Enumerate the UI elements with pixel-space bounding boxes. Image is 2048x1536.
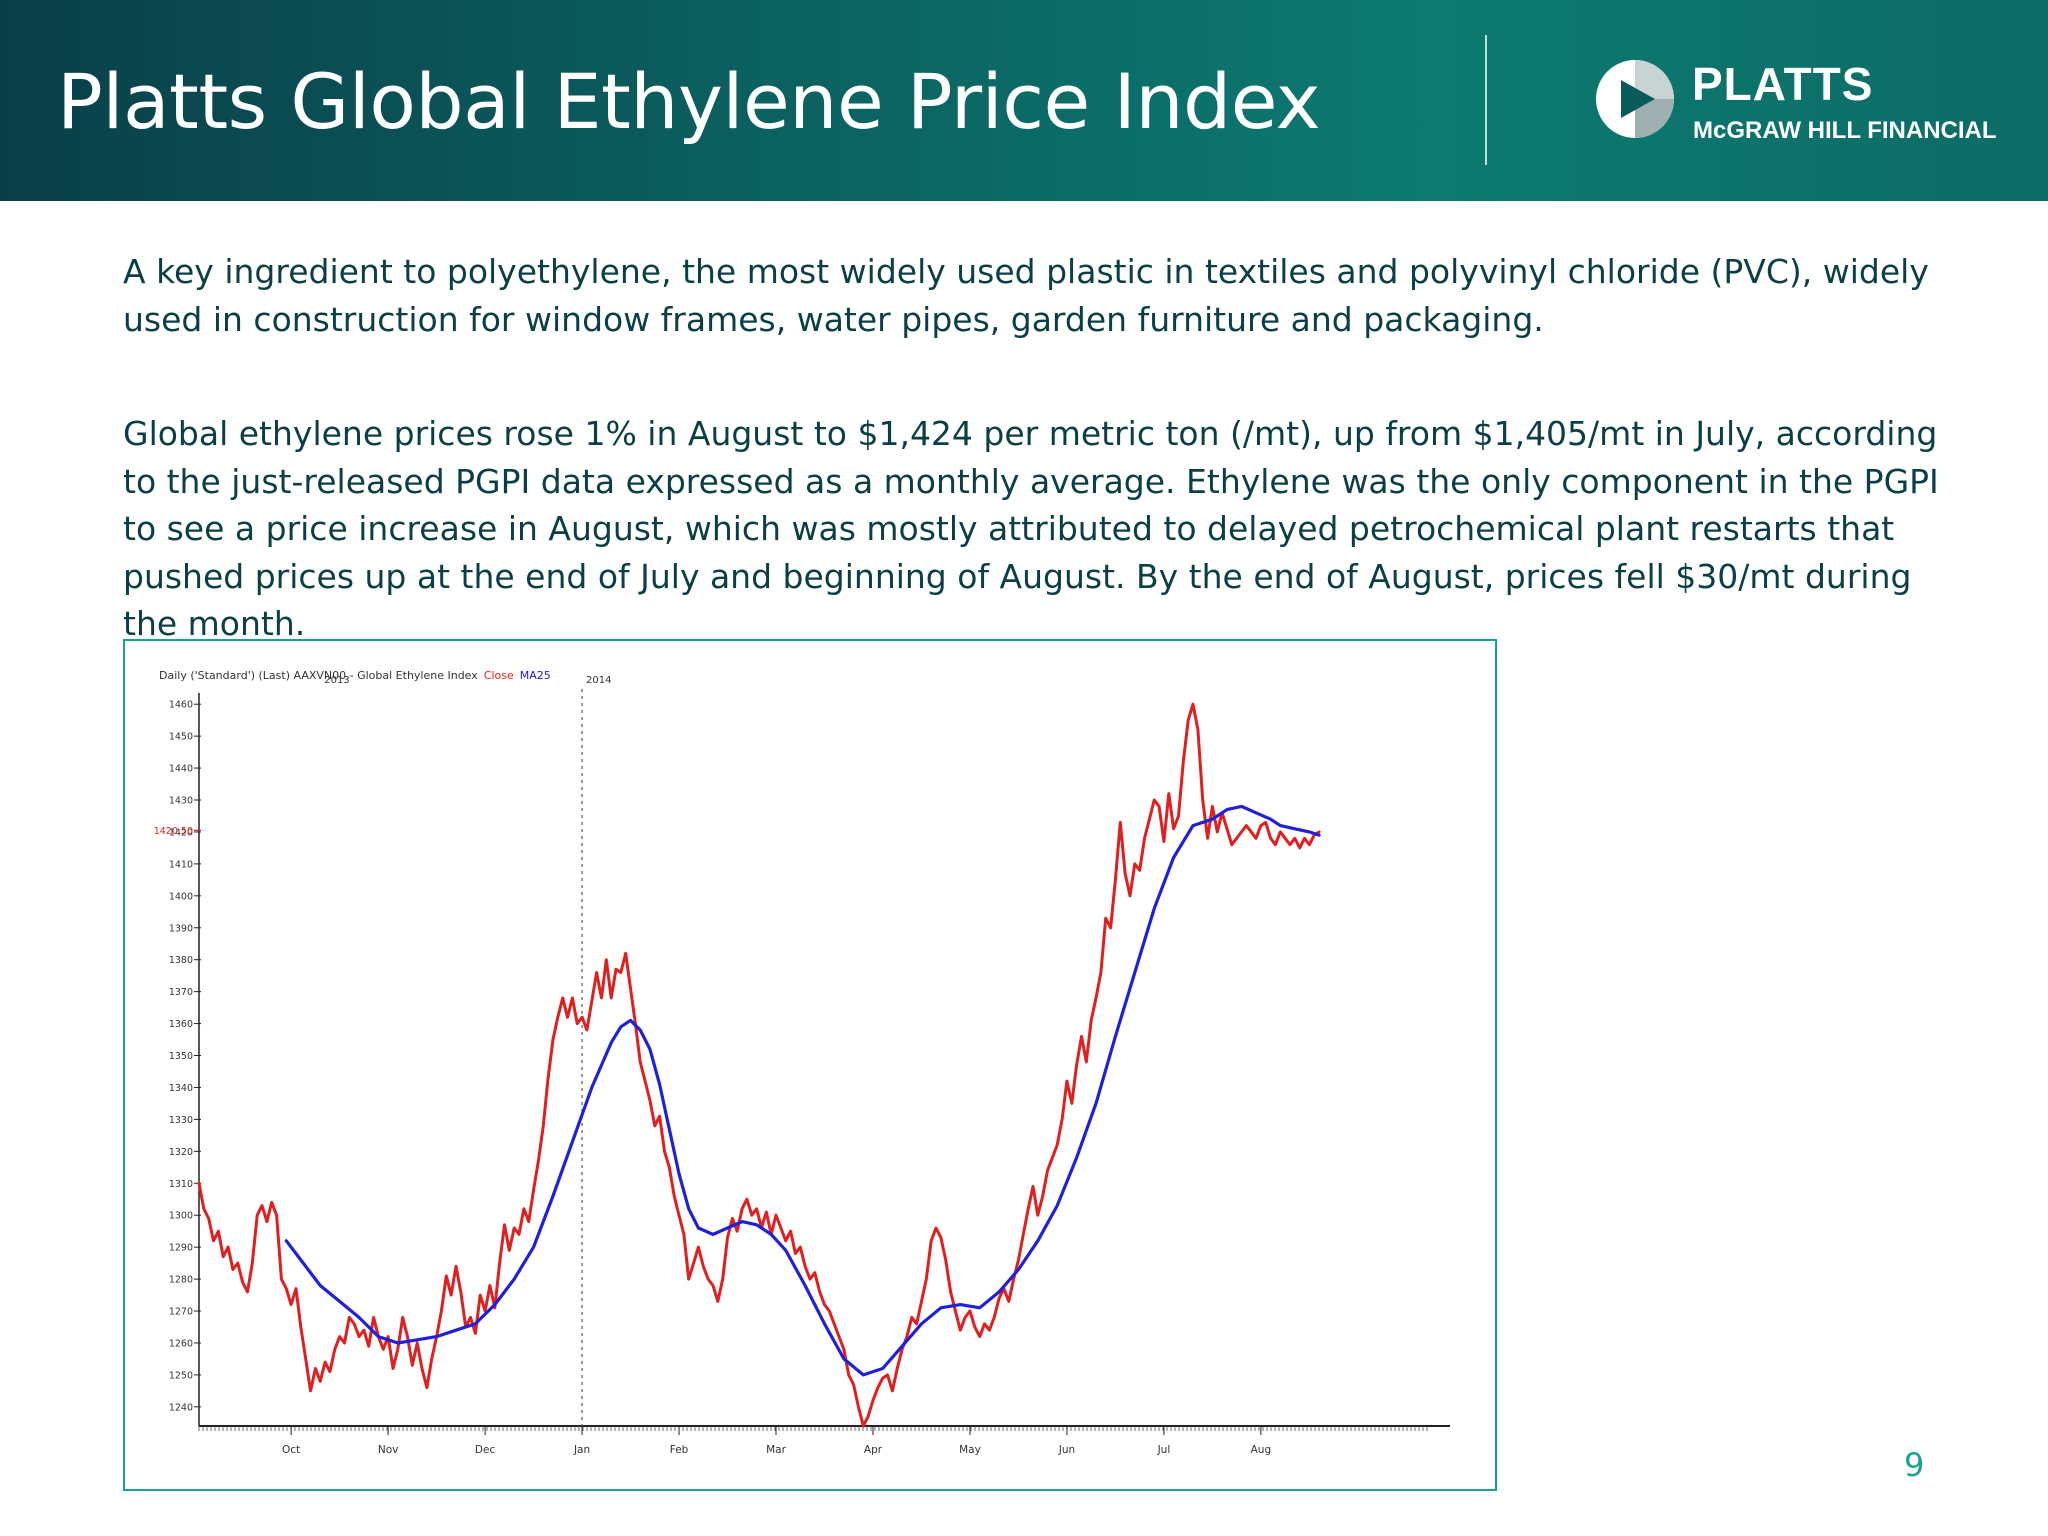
header-banner: Platts Global Ethylene Price Index PLATT… xyxy=(0,0,2048,201)
summary-paragraph: Global ethylene prices rose 1% in August… xyxy=(123,414,1939,643)
y-tick-label: 1410 xyxy=(169,859,193,870)
x-tick-label: Jul xyxy=(1157,1444,1171,1456)
y-tick-label: 1360 xyxy=(169,1019,193,1030)
y-tick-label: 1300 xyxy=(169,1211,193,1222)
y-tick-label: 1320 xyxy=(169,1147,193,1158)
legend-close-label: Close xyxy=(484,669,514,682)
y-tick-label: 1250 xyxy=(169,1370,193,1381)
header-divider xyxy=(1485,35,1487,165)
y-tick-label: 1310 xyxy=(169,1179,193,1190)
year-label: 2013 xyxy=(324,675,349,686)
y-tick-label: 1330 xyxy=(169,1115,193,1126)
logo-subtitle: McGRAW HILL FINANCIAL xyxy=(1693,117,1997,144)
x-tick-label: Nov xyxy=(378,1444,399,1456)
y-tick-label: 1380 xyxy=(169,955,193,966)
y-tick-label: 1400 xyxy=(169,891,193,902)
y-tick-label: 1390 xyxy=(169,923,193,934)
x-tick-label: Oct xyxy=(282,1444,300,1456)
y-tick-label: 1340 xyxy=(169,1083,193,1094)
y-tick-label: 1370 xyxy=(169,987,193,998)
y-tick-label: 1450 xyxy=(169,732,193,743)
legend-ma-label: MA25 xyxy=(520,669,551,682)
chart-frame: Daily ('Standard') (Last) AAXVN00 - Glob… xyxy=(123,639,1497,1491)
chart-legend: Daily ('Standard') (Last) AAXVN00 - Glob… xyxy=(159,669,551,682)
y-tick-label: 1420 xyxy=(169,827,193,838)
current-value-label: 1420.50 xyxy=(154,826,193,837)
y-tick-label: 1290 xyxy=(169,1243,193,1254)
x-tick-label: Aug xyxy=(1251,1444,1272,1456)
legend-main-text: Daily ('Standard') (Last) AAXVN00 - Glob… xyxy=(159,669,478,682)
y-tick-label: 1280 xyxy=(169,1275,193,1286)
y-tick-label: 1260 xyxy=(169,1338,193,1349)
x-tick-label: Feb xyxy=(670,1444,689,1456)
x-tick-label: Dec xyxy=(475,1444,496,1456)
logo-brand: PLATTS xyxy=(1692,58,1874,110)
y-tick-label: 1240 xyxy=(169,1402,193,1413)
x-tick-label: Jan xyxy=(573,1444,590,1456)
x-tick-label: May xyxy=(959,1444,981,1456)
ethylene-price-chart: Daily ('Standard') (Last) AAXVN00 - Glob… xyxy=(154,669,1450,1456)
year-label: 2014 xyxy=(586,675,611,686)
platts-logo-icon xyxy=(1596,60,1674,138)
page-number: 9 xyxy=(1904,1446,1925,1484)
intro-paragraph: A key ingredient to polyethylene, the mo… xyxy=(123,252,1929,339)
series-line-ma25 xyxy=(284,804,1321,1377)
y-tick-label: 1350 xyxy=(169,1051,193,1062)
y-tick-label: 1440 xyxy=(169,764,193,775)
page-title: Platts Global Ethylene Price Index xyxy=(57,57,1321,146)
x-tick-label: Apr xyxy=(864,1444,883,1456)
x-tick-label: Mar xyxy=(766,1444,786,1456)
y-tick-label: 1270 xyxy=(169,1307,193,1318)
y-tick-label: 1460 xyxy=(169,700,193,711)
series-line-close xyxy=(197,702,1321,1428)
y-tick-label: 1430 xyxy=(169,796,193,807)
x-tick-label: Jun xyxy=(1058,1444,1075,1456)
svg-text:Daily ('Standard') (Last) AA: Daily ('Standard') (Last) AAXVN00 - Glob… xyxy=(159,669,551,682)
